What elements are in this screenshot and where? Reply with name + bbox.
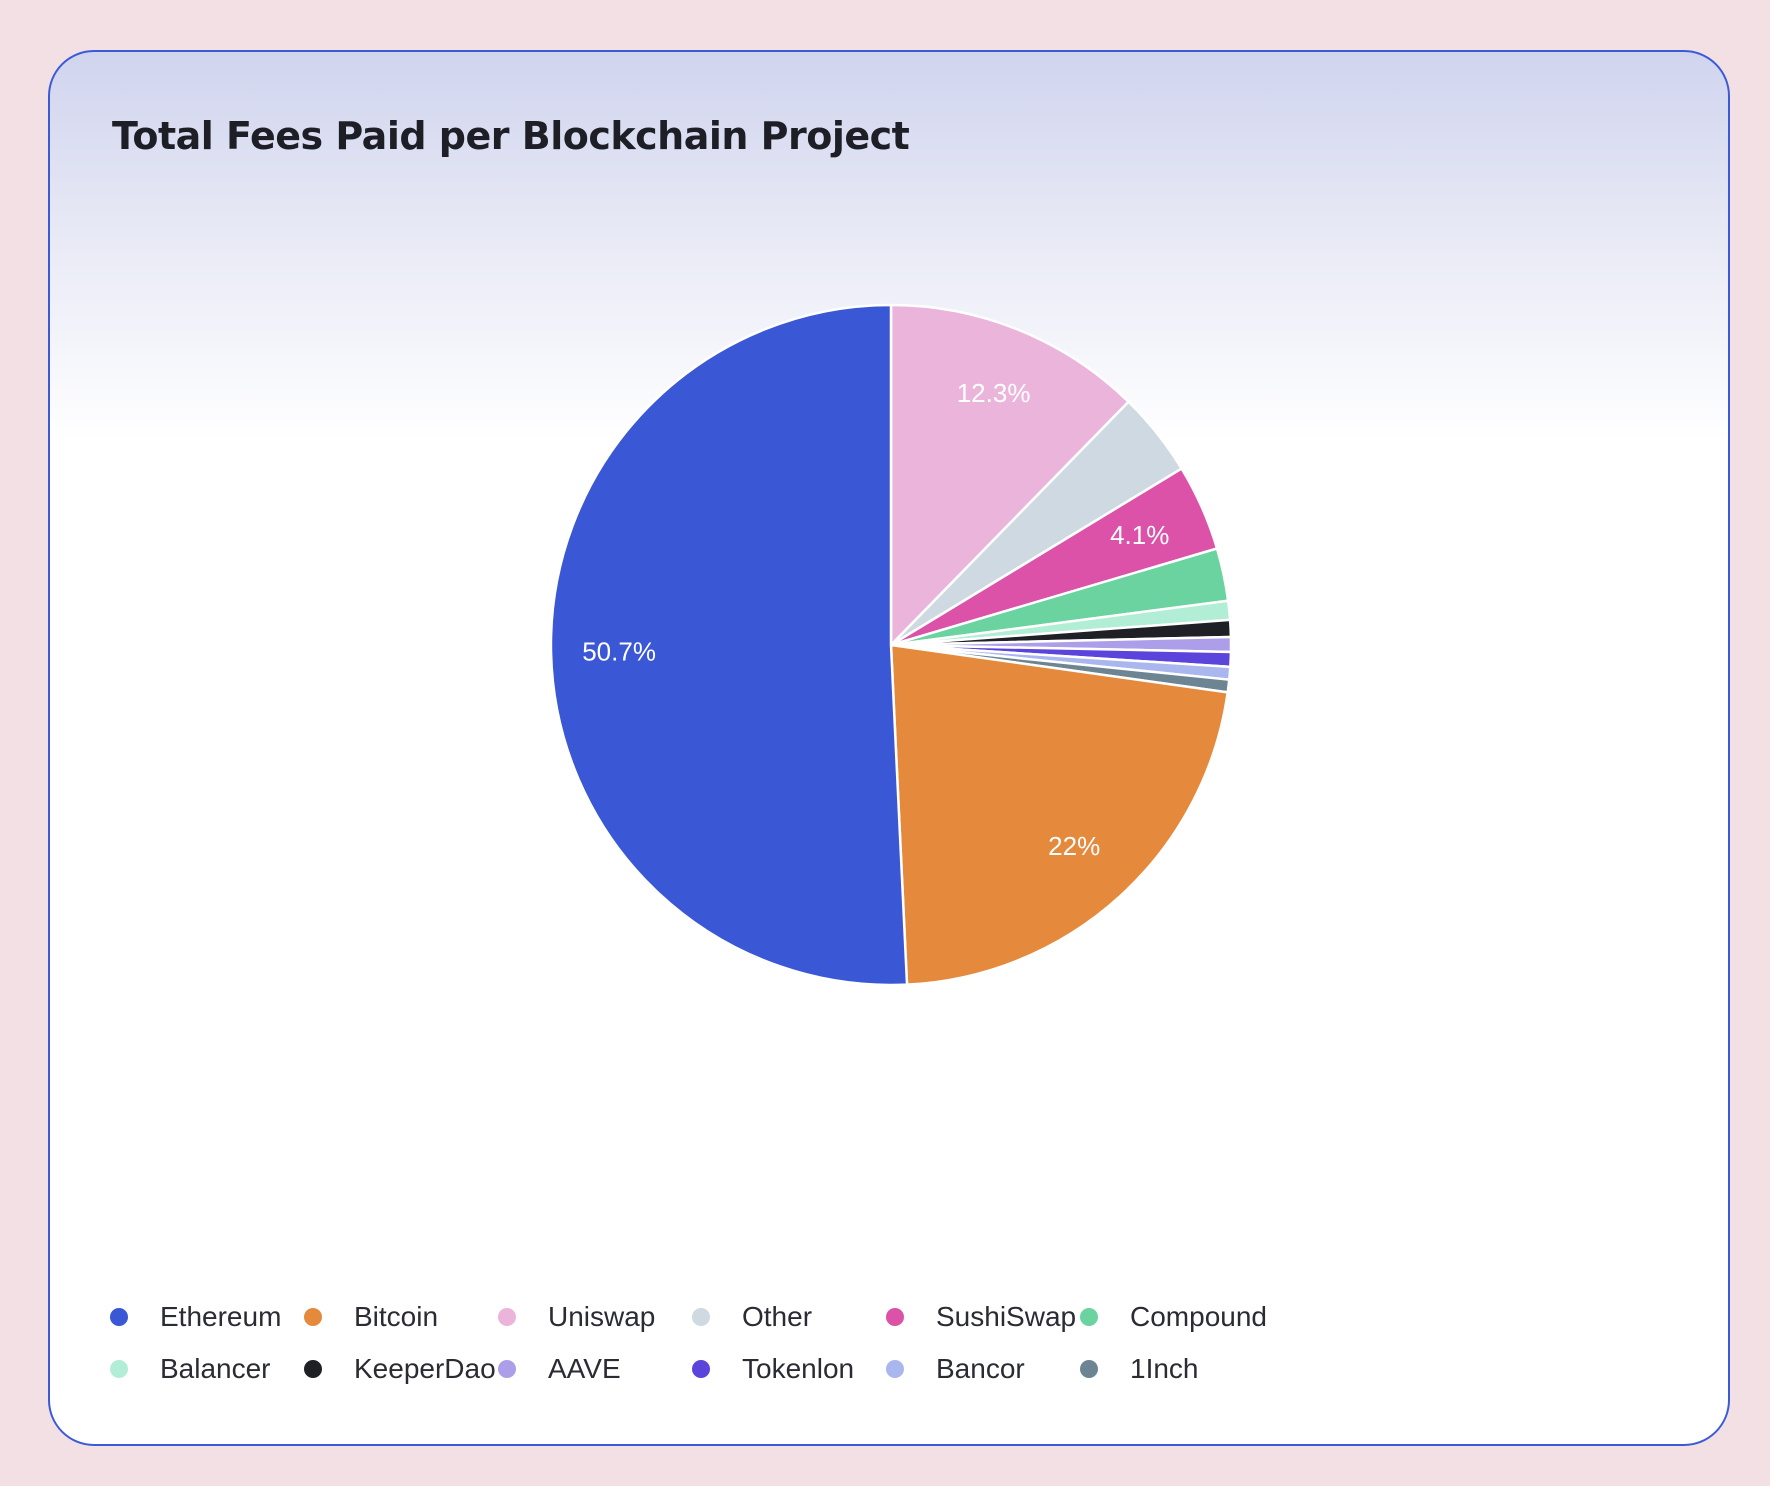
legend-swatch [498,1360,516,1378]
chart-legend: Ethereum Bitcoin Uniswap Other SushiSwap Comp… [110,1297,1610,1407]
legend-label: Uniswap [548,1301,656,1332]
legend-swatch [110,1308,128,1326]
chart-title: Total Fees Paid per Blockchain Project [112,114,910,158]
legend-label: Bitcoin [354,1301,439,1332]
legend-swatch [1080,1360,1098,1378]
legend-label: Other [742,1301,813,1332]
legend-item-sushiswap[interactable]: SushiSwap [886,1297,1076,1337]
pie-slice-ethereum[interactable] [549,303,909,987]
legend-label: Bancor [936,1353,1025,1384]
pie-slice-bitcoin[interactable] [889,643,1229,986]
legend-item-1inch[interactable]: 1Inch [1080,1349,1199,1389]
legend-item-balancer[interactable]: Balancer [110,1349,271,1389]
slice-label-bitcoin: 22% [1048,831,1100,861]
legend-item-other[interactable]: Other [692,1297,812,1337]
legend-item-ethereum[interactable]: Ethereum [110,1297,281,1337]
legend-item-uniswap[interactable]: Uniswap [498,1297,655,1337]
slice-label-uniswap: 12.3% [957,378,1031,408]
legend-swatch [1080,1308,1098,1326]
legend-swatch [692,1360,710,1378]
legend-label: Balancer [160,1353,271,1384]
legend-label: Compound [1130,1301,1267,1332]
legend-item-tokenlon[interactable]: Tokenlon [692,1349,854,1389]
legend-item-bitcoin[interactable]: Bitcoin [304,1297,438,1337]
legend-swatch [304,1360,322,1378]
legend-label: AAVE [548,1353,621,1384]
slice-label-sushiswap: 4.1% [1110,520,1169,550]
pie-slice-uniswap[interactable] [889,303,1130,647]
legend-swatch [886,1360,904,1378]
slice-label-ethereum: 50.7% [582,636,656,666]
legend-label: KeeperDao [354,1353,496,1384]
legend-item-keeperdao[interactable]: KeeperDao [304,1349,496,1389]
legend-swatch [304,1308,322,1326]
legend-swatch [886,1308,904,1326]
legend-swatch [692,1308,710,1326]
legend-item-aave[interactable]: AAVE [498,1349,621,1389]
legend-label: 1Inch [1130,1353,1199,1384]
legend-label: Ethereum [160,1301,282,1332]
pie-slices [549,303,1233,987]
legend-item-bancor[interactable]: Bancor [886,1349,1025,1389]
legend-label: Tokenlon [742,1353,855,1384]
legend-label: SushiSwap [936,1301,1077,1332]
legend-item-compound[interactable]: Compound [1080,1297,1267,1337]
pie-slice-labels: 12.3% 4.1% 22% 50.7% [582,378,1169,861]
chart-card: Total Fees Paid per Blockchain Project 1… [48,50,1730,1446]
legend-swatch [110,1360,128,1378]
legend-swatch [498,1308,516,1326]
pie-chart: 12.3% 4.1% 22% 50.7% [549,303,1233,987]
